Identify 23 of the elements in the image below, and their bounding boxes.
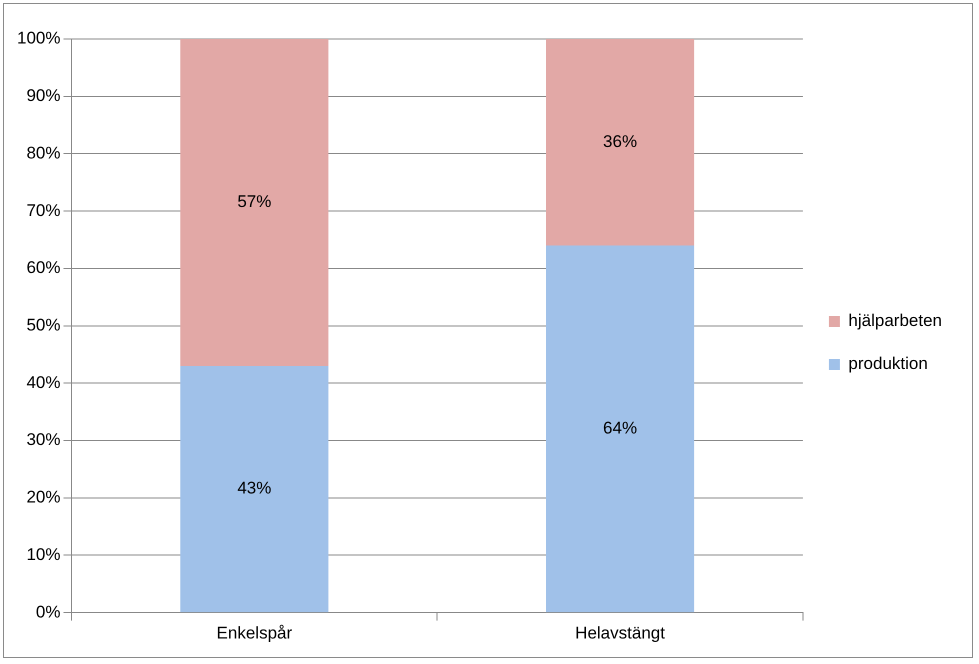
x-tick-label: Helavstängt [575,623,666,642]
data-label: 36% [603,132,638,151]
y-tick-label: 90% [26,86,60,106]
bar [180,366,328,612]
y-tick-label: 50% [26,315,60,334]
x-tick-label: Enkelspår [216,623,292,642]
legend-label: hjälparbeten [848,311,942,330]
data-label: 43% [237,478,272,498]
y-tick-label: 0% [36,602,60,622]
bar [546,39,694,246]
y-tick-label: 100% [16,28,60,48]
bar [546,245,694,612]
y-tick-label: 30% [26,430,60,450]
y-tick-label: 70% [26,200,60,220]
y-tick-label: 20% [26,488,60,507]
y-tick-label: 60% [26,258,60,278]
data-label: 57% [237,192,272,212]
y-tick-label: 80% [26,143,60,162]
bar [180,39,328,366]
y-tick-label: 10% [26,544,60,564]
data-label: 64% [603,418,638,438]
y-tick-label: 40% [26,372,60,392]
legend-label: produktion [848,354,928,374]
